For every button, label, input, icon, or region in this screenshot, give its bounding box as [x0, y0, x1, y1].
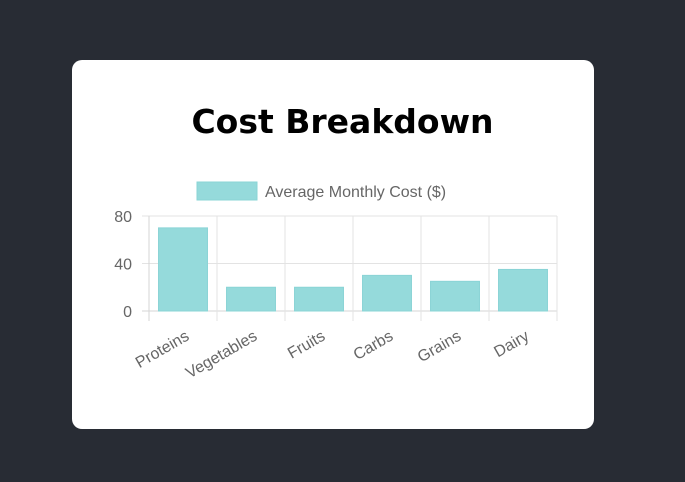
bar[interactable]: [158, 227, 208, 312]
bar[interactable]: [362, 274, 412, 312]
chart-legend[interactable]: Average Monthly Cost ($): [196, 181, 446, 201]
x-tick-label: Dairy: [491, 328, 532, 361]
x-tick-label: Carbs: [351, 328, 396, 364]
legend-swatch: [196, 181, 258, 201]
bars: [158, 227, 548, 312]
y-axis: 0 40 80: [114, 209, 132, 321]
bar[interactable]: [226, 286, 276, 312]
y-tick-label: 80: [114, 209, 132, 226]
x-tick-label: Proteins: [133, 328, 192, 372]
grid: [142, 215, 558, 321]
x-tick-label: Fruits: [285, 328, 328, 363]
bar[interactable]: [294, 286, 344, 312]
y-tick-label: 0: [123, 304, 132, 321]
y-tick-label: 40: [114, 257, 132, 274]
bar[interactable]: [498, 268, 548, 312]
bar[interactable]: [430, 280, 480, 312]
x-tick-label: Grains: [415, 328, 464, 366]
legend-label: Average Monthly Cost ($): [265, 184, 446, 201]
x-tick-label: Vegetables: [183, 328, 260, 382]
page-title: Cost Breakdown: [191, 102, 494, 141]
